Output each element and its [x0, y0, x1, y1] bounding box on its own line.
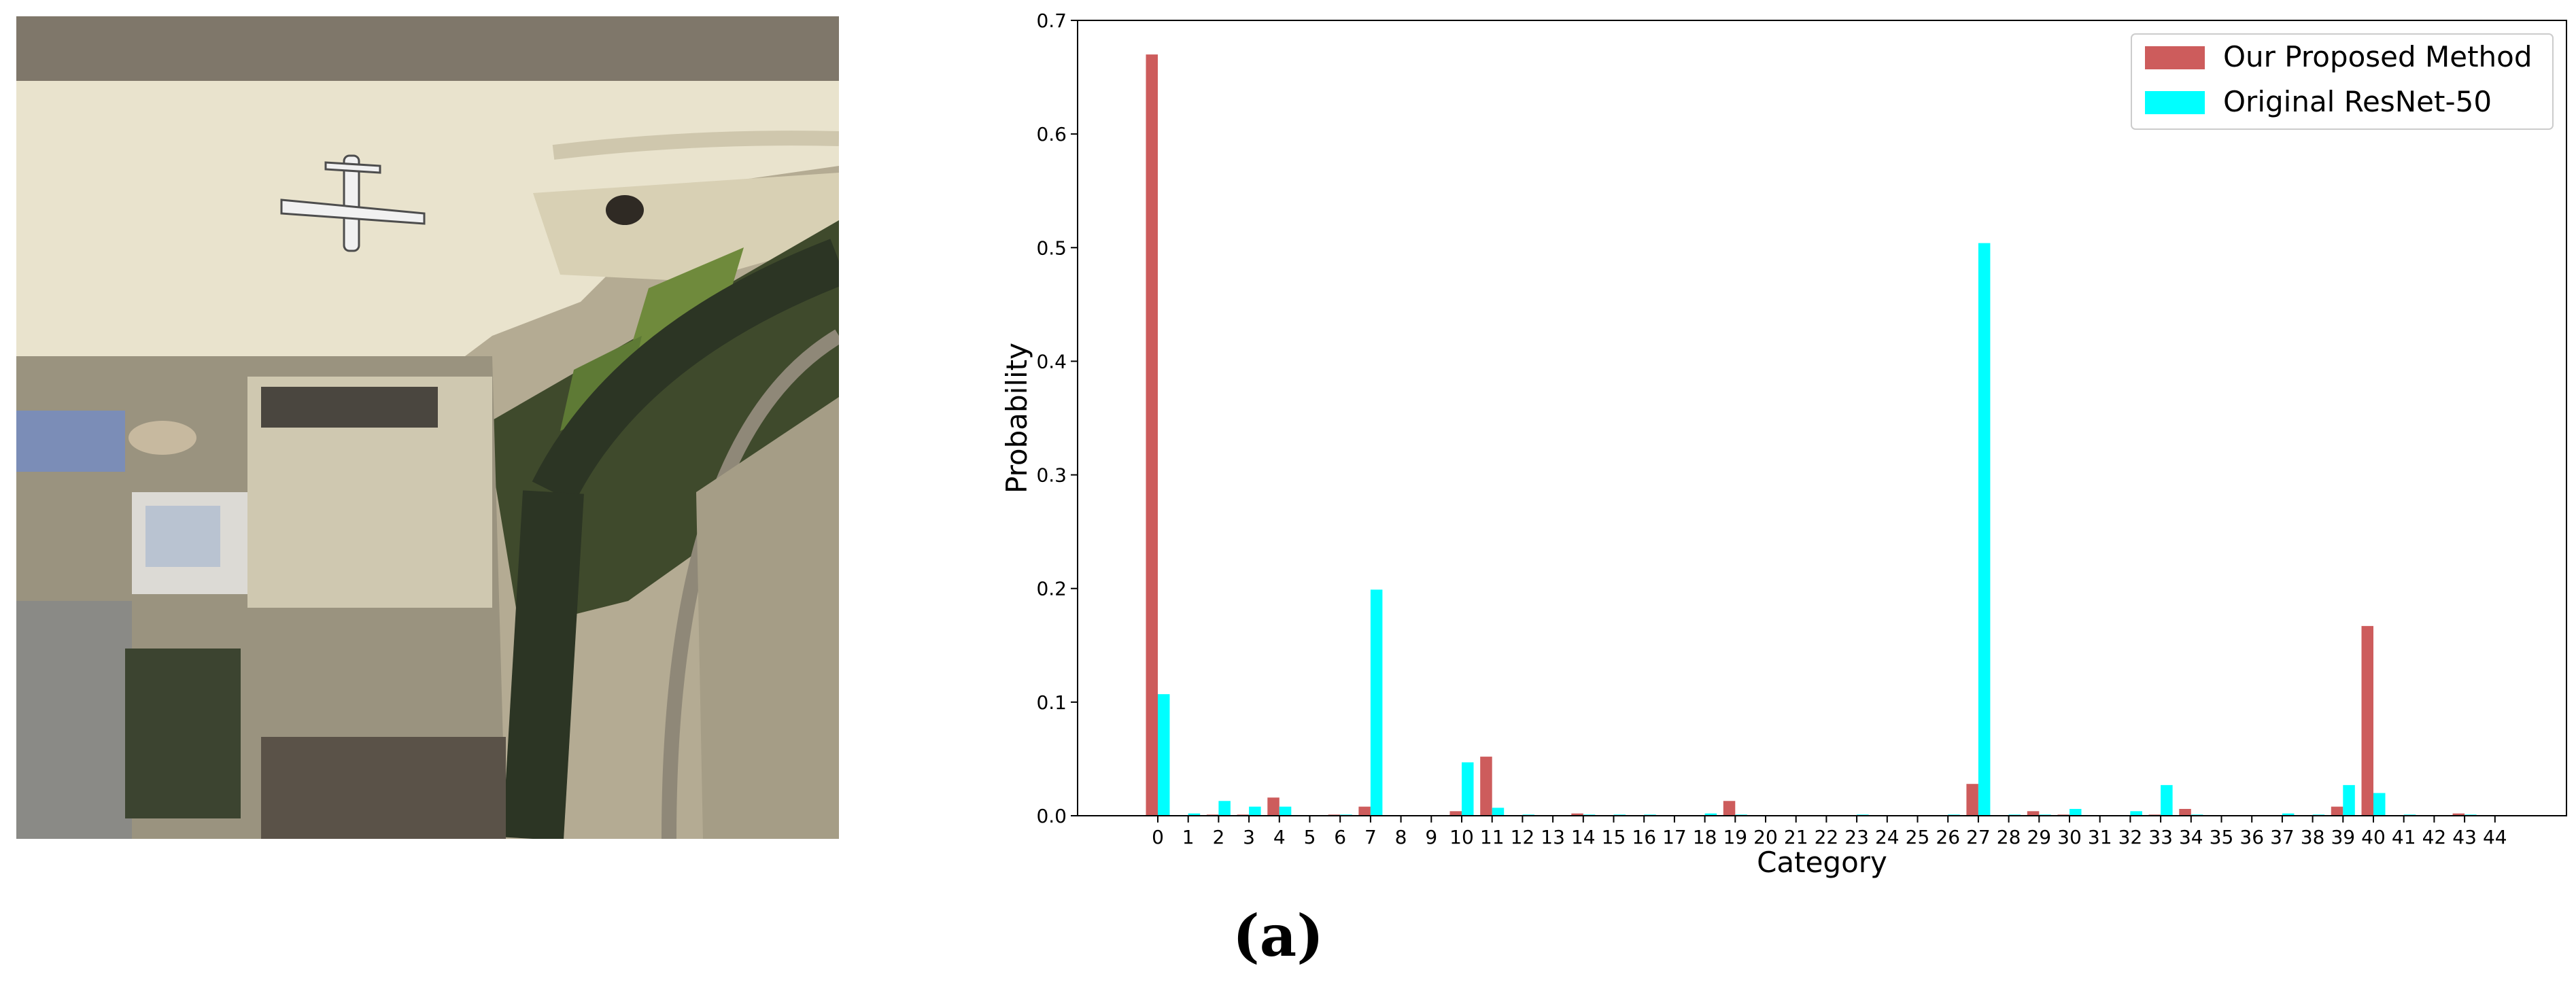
bar-original-resnet-50-37 [2282, 813, 2295, 816]
x-tick-label: 5 [1304, 826, 1316, 848]
x-tick-label: 20 [1753, 826, 1778, 848]
x-tick-label: 36 [2239, 826, 2264, 848]
x-tick-label: 16 [1632, 826, 1656, 848]
bar-our-proposed-method-0 [1146, 54, 1158, 816]
legend-box [2131, 33, 2554, 130]
x-tick-label: 11 [1480, 826, 1505, 848]
y-tick-label: 0.7 [1036, 10, 1067, 32]
bar-original-resnet-50-3 [1249, 806, 1261, 816]
x-tick-label: 3 [1243, 826, 1255, 848]
bar-our-proposed-method-27 [1966, 784, 1978, 816]
x-tick-label: 6 [1334, 826, 1346, 848]
y-tick-label: 0.2 [1036, 578, 1067, 600]
bar-our-proposed-method-7 [1358, 806, 1371, 816]
bar-original-resnet-50-33 [2161, 784, 2173, 816]
panel-label: (a) [1233, 902, 1324, 969]
x-tick-label: 4 [1273, 826, 1286, 848]
x-tick-label: 43 [2452, 826, 2477, 848]
x-axis-label: Category [1757, 846, 1887, 879]
bar-our-proposed-method-29 [2027, 811, 2040, 816]
y-axis: 0.0 0.1 0.2 0.3 0.4 0.5 0.6 0.7 [1036, 10, 1078, 827]
bar-original-resnet-50-2 [1218, 801, 1231, 816]
y-tick-label: 0.4 [1036, 350, 1067, 373]
bar-our-proposed-method-40 [2361, 625, 2373, 816]
bar-original-resnet-50-32 [2130, 811, 2142, 816]
bar-original-resnet-50-40 [2373, 793, 2386, 816]
x-tick-label: 2 [1212, 826, 1224, 848]
x-tick-label: 37 [2270, 826, 2295, 848]
x-tick-label: 42 [2422, 826, 2447, 848]
x-axis: 0 1 2 3 4 5 6 7 8 9 10 11 12 13 14 15 16 17 18 19 20 21 22 23 24… [1152, 816, 2507, 848]
y-tick-label: 0.5 [1036, 237, 1067, 259]
bar-our-proposed-method-4 [1267, 797, 1280, 816]
x-tick-label: 7 [1364, 826, 1377, 848]
y-tick-label: 0.6 [1036, 123, 1067, 145]
x-tick-label: 41 [2392, 826, 2416, 848]
bar-original-resnet-50-30 [2070, 808, 2082, 816]
bar-original-resnet-50-7 [1370, 589, 1383, 816]
x-tick-label: 35 [2210, 826, 2234, 848]
legend-swatch-our-proposed-method [2145, 46, 2205, 69]
x-tick-label: 12 [1511, 826, 1535, 848]
x-tick-label: 18 [1693, 826, 1717, 848]
aerial-airport-image [16, 16, 839, 839]
x-tick-label: 31 [2088, 826, 2112, 848]
bar-original-resnet-50-39 [2343, 784, 2355, 816]
x-tick-label: 28 [1997, 826, 2021, 848]
bar-original-resnet-50-4 [1279, 806, 1292, 816]
x-tick-label: 29 [2027, 826, 2051, 848]
legend: Our Proposed Method Original ResNet-50 [2131, 33, 2554, 130]
bar-original-resnet-50-27 [1978, 243, 1991, 816]
x-tick-label: 17 [1662, 826, 1687, 848]
bar-our-proposed-method-39 [2331, 806, 2343, 816]
x-tick-label: 40 [2361, 826, 2386, 848]
airplane-shape [280, 154, 426, 252]
bar-original-resnet-50-18 [1704, 813, 1717, 816]
bar-our-proposed-method-43 [2452, 813, 2465, 816]
x-tick-label: 21 [1784, 826, 1808, 848]
x-tick-label: 38 [2301, 826, 2325, 848]
bar-our-proposed-method-34 [2179, 808, 2191, 816]
x-tick-label: 13 [1541, 826, 1565, 848]
bar-our-proposed-method-11 [1480, 757, 1492, 816]
x-tick-label: 14 [1571, 826, 1596, 848]
x-tick-label: 22 [1815, 826, 1839, 848]
bar-original-resnet-50-11 [1492, 808, 1505, 816]
bar-our-proposed-method-10 [1449, 811, 1462, 816]
bar-our-proposed-method-19 [1723, 801, 1736, 816]
x-tick-label: 24 [1875, 826, 1900, 848]
bar-original-resnet-50-1 [1188, 813, 1201, 816]
x-tick-label: 9 [1425, 826, 1437, 848]
x-tick-label: 32 [2118, 826, 2143, 848]
plot-area-frame [1077, 20, 2567, 816]
bar-original-resnet-50-0 [1158, 694, 1170, 816]
x-tick-label: 27 [1966, 826, 1991, 848]
x-tick-label: 1 [1182, 826, 1195, 848]
x-tick-label: 19 [1723, 826, 1747, 848]
x-tick-label: 44 [2483, 826, 2507, 848]
y-tick-label: 0.3 [1036, 464, 1067, 487]
x-tick-label: 26 [1936, 826, 1960, 848]
x-tick-label: 25 [1906, 826, 1930, 848]
bar-chart: 0.00.10.20.30.40.50.60.7 0 1 2 3 4 5 6 7 8 9 10 11 1… [1000, 10, 2567, 879]
y-tick-label: 0.0 [1036, 805, 1067, 827]
bar-original-resnet-50-10 [1462, 762, 1474, 816]
y-axis-label: Probability [1000, 343, 1033, 494]
x-tick-label: 8 [1395, 826, 1407, 848]
legend-label-original-resnet-50: Original ResNet-50 [2223, 85, 2492, 118]
x-tick-label: 33 [2148, 826, 2173, 848]
x-tick-label: 0 [1152, 826, 1164, 848]
legend-swatch-original-resnet-50 [2145, 91, 2205, 114]
legend-label-our-proposed-method: Our Proposed Method [2223, 40, 2532, 73]
bar-our-proposed-method-14 [1571, 813, 1583, 816]
x-tick-label: 30 [2057, 826, 2082, 848]
x-tick-label: 39 [2331, 826, 2355, 848]
x-tick-label: 23 [1844, 826, 1869, 848]
x-tick-label: 15 [1602, 826, 1626, 848]
y-tick-label: 0.1 [1036, 691, 1067, 714]
x-tick-label: 10 [1449, 826, 1474, 848]
x-tick-label: 34 [2179, 826, 2203, 848]
bars-group [1146, 54, 2477, 816]
